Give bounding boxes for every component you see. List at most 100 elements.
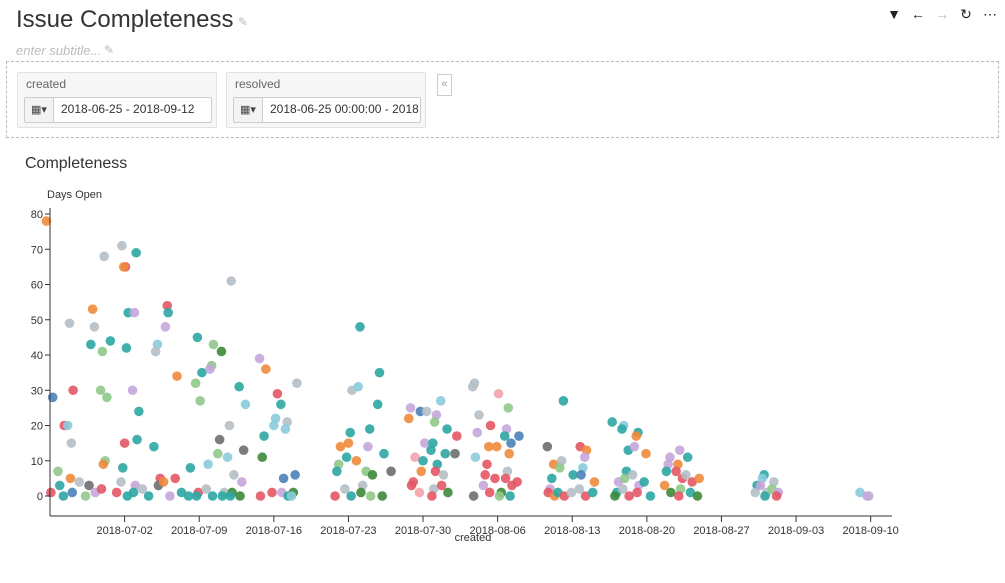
filter-created-input[interactable]: ▦▾ 2018-06-25 - 2018-09-12 — [24, 97, 212, 123]
data-point — [512, 477, 522, 487]
data-point — [490, 473, 500, 484]
data-point — [129, 307, 140, 318]
data-point — [292, 378, 302, 388]
data-point — [254, 353, 265, 364]
data-point — [579, 452, 590, 463]
data-point — [467, 381, 478, 392]
data-point — [452, 431, 462, 441]
refresh-icon[interactable]: ↻ — [960, 6, 972, 22]
data-point — [542, 441, 553, 452]
data-point — [440, 448, 451, 459]
data-point — [558, 396, 569, 406]
data-point — [67, 487, 78, 498]
y-tick-label: 50 — [31, 315, 43, 327]
filter-icon[interactable]: ▼ — [887, 6, 901, 22]
data-point — [682, 452, 693, 463]
back-arrow-icon[interactable]: ← — [911, 6, 925, 22]
filter-resolved-input[interactable]: ▦▾ 2018-06-25 00:00:00 - 2018-09-12 00:0… — [233, 97, 421, 123]
collapse-filters-button[interactable]: « — [437, 74, 452, 96]
y-tick-label: 60 — [31, 280, 43, 292]
data-point — [631, 431, 642, 441]
data-point — [484, 487, 495, 498]
data-point — [58, 491, 69, 501]
data-point — [66, 438, 77, 448]
data-point — [134, 406, 144, 417]
data-point — [118, 262, 129, 272]
edit-subtitle-icon[interactable]: ✎ — [104, 43, 115, 57]
data-point — [406, 480, 417, 491]
y-tick-label: 70 — [31, 244, 43, 256]
data-point — [661, 466, 672, 477]
data-point — [374, 367, 385, 378]
data-point — [132, 434, 142, 445]
data-point — [405, 403, 416, 413]
y-tick-label: 30 — [31, 385, 43, 397]
data-point — [192, 332, 203, 343]
data-point — [102, 392, 112, 403]
data-point — [483, 441, 494, 452]
more-icon[interactable]: ⋯ — [983, 6, 997, 22]
filter-resolved: resolved ▦▾ 2018-06-25 00:00:00 - 2018-0… — [226, 72, 426, 128]
data-point — [190, 378, 201, 388]
data-point — [237, 477, 247, 487]
calendar-dropdown-icon[interactable]: ▦▾ — [234, 98, 263, 122]
data-point — [197, 367, 207, 378]
data-point — [330, 491, 340, 501]
chart-title: Completeness — [25, 155, 128, 172]
data-point — [46, 487, 56, 498]
data-point — [421, 406, 432, 417]
calendar-dropdown-icon[interactable]: ▦▾ — [25, 98, 54, 122]
data-point — [364, 424, 375, 434]
data-point — [74, 477, 85, 487]
filter-resolved-value: 2018-06-25 00:00:00 - 2018-09-12 00:00:0… — [270, 102, 418, 116]
data-point — [514, 431, 524, 441]
data-point — [238, 445, 249, 455]
data-point — [418, 455, 428, 466]
data-point — [367, 470, 378, 480]
data-point — [351, 455, 362, 466]
data-point — [226, 276, 236, 286]
data-point — [659, 480, 670, 491]
data-point — [426, 445, 436, 455]
data-point — [355, 322, 365, 332]
y-tick-label: 20 — [31, 421, 43, 433]
data-point — [201, 484, 212, 494]
data-point — [195, 396, 205, 406]
x-tick-label: 2018-08-27 — [693, 525, 749, 537]
data-point — [99, 251, 109, 262]
data-point — [436, 480, 447, 491]
data-point — [468, 491, 479, 501]
data-point — [84, 480, 94, 491]
y-tick-label: 0 — [37, 491, 43, 503]
data-point — [547, 473, 557, 484]
data-point — [128, 487, 139, 498]
data-point — [760, 491, 770, 501]
data-point — [377, 491, 388, 501]
data-point — [269, 420, 279, 431]
data-point — [150, 346, 161, 357]
data-point — [442, 424, 452, 434]
data-point — [480, 470, 490, 480]
data-point — [191, 491, 202, 501]
forward-arrow-icon[interactable]: → — [935, 6, 949, 22]
data-point — [566, 487, 577, 498]
data-point — [414, 487, 425, 498]
x-tick-label: 2018-07-30 — [395, 525, 451, 537]
data-point — [345, 427, 356, 438]
data-point — [54, 480, 65, 491]
data-point — [121, 343, 132, 353]
data-point — [340, 484, 350, 494]
data-point — [624, 491, 634, 501]
data-point — [427, 491, 437, 501]
filter-resolved-label: resolved — [235, 77, 281, 91]
data-point — [65, 473, 76, 484]
data-point — [493, 388, 504, 399]
data-point — [343, 438, 354, 448]
subtitle-placeholder[interactable]: enter subtitle... — [16, 43, 102, 58]
x-tick-label: 2018-07-09 — [171, 525, 227, 537]
data-point — [261, 364, 271, 374]
data-point — [574, 484, 585, 494]
edit-title-icon[interactable]: ✎ — [238, 15, 249, 29]
data-point — [674, 445, 685, 455]
data-point — [639, 477, 649, 487]
